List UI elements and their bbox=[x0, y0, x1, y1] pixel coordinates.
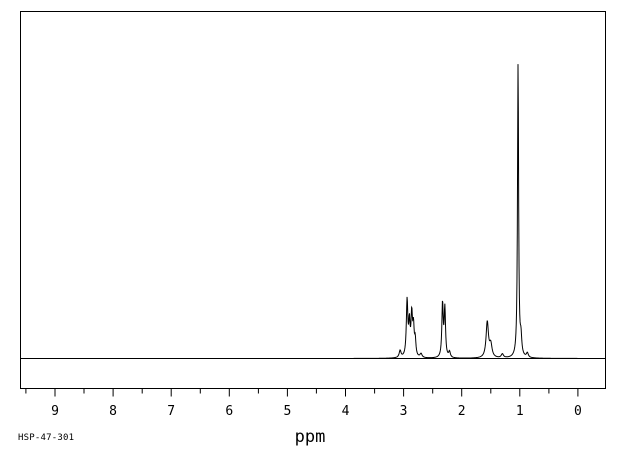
axis-tick-label: 3 bbox=[400, 404, 408, 419]
frame-rect bbox=[20, 11, 606, 389]
axis-title-ppm: ppm bbox=[295, 427, 326, 447]
spectrum-trace bbox=[21, 64, 605, 359]
axis-tick-label: 5 bbox=[283, 404, 291, 419]
axis-tick-label: 7 bbox=[167, 404, 175, 419]
axis-tick-labels: 9 8 7 6 5 4 3 2 1 0 bbox=[51, 404, 582, 419]
plot-frame bbox=[20, 11, 606, 389]
axis-tick-label: 8 bbox=[109, 404, 117, 419]
axis-tick-label: 0 bbox=[574, 404, 582, 419]
axis-tick-label: 6 bbox=[225, 404, 233, 419]
sample-id-label: HSP-47-301 bbox=[18, 433, 74, 443]
axis-tick-label: 4 bbox=[342, 404, 350, 419]
axis-ticks bbox=[25, 388, 579, 397]
axis-tick-label: 2 bbox=[458, 404, 466, 419]
axis-tick-label: 9 bbox=[51, 404, 59, 419]
axis-tick-label: 1 bbox=[516, 404, 524, 419]
